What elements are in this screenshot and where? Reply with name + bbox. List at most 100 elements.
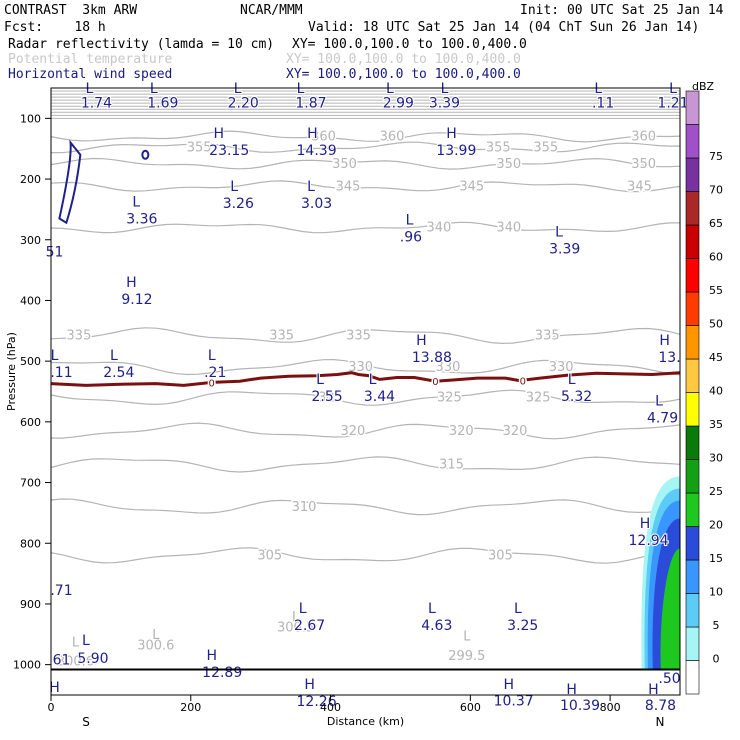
colorbar-label: 10 — [709, 586, 723, 599]
isentrope-355 — [50, 141, 680, 154]
isentrope-label: 335 — [535, 329, 560, 344]
isentrope-label: 355 — [187, 140, 212, 155]
colorbar-swatch — [685, 258, 700, 293]
colorbar-label: 25 — [709, 485, 723, 498]
wind-speed-label: 13.88 — [412, 350, 452, 366]
y-tick-label: 400 — [20, 294, 41, 307]
colorbar-swatch — [685, 291, 700, 326]
wind-speed-label: H — [416, 333, 427, 349]
wind-speed-label: L — [307, 179, 315, 195]
colorbar-swatch — [685, 191, 700, 226]
wind-speed-label: H — [446, 126, 457, 142]
wind-speed-label: L — [82, 633, 90, 649]
colorbar-label: 35 — [709, 418, 723, 431]
isentrope-label: 355 — [533, 140, 558, 155]
isentrope-label: 335 — [346, 329, 371, 344]
isentrope-label: 335 — [269, 329, 294, 344]
x-tick-label: 800 — [600, 701, 621, 714]
wind-speed-label: 3.44 — [364, 389, 395, 405]
wind-speed-label: 3.36 — [126, 211, 157, 227]
wind-speed-label: L — [51, 348, 59, 364]
surface-theta-label: 300.6 — [57, 654, 94, 669]
wind-speed-label: L — [297, 81, 305, 97]
isentrope-335 — [50, 327, 681, 345]
colorbar-label: 60 — [709, 251, 723, 264]
wind-speed-label: L — [655, 393, 663, 409]
wind-speed-label: 12.26 — [297, 694, 337, 710]
wind-speed-label: 3.39 — [549, 242, 580, 258]
isentrope-345 — [50, 180, 681, 193]
colorbar-swatch — [685, 660, 700, 695]
wind-speed-label: L — [406, 213, 414, 229]
y-tick-label: 300 — [20, 234, 41, 247]
wind-speed-label: L — [428, 601, 436, 617]
wind-speed-label: 10.39 — [560, 698, 600, 714]
field1-xy: XY= 100.0,100.0 to 100.0,400.0 — [292, 37, 527, 52]
colorbar-swatch — [685, 325, 700, 360]
freezing-level-label: 0 — [432, 377, 438, 388]
colorbar-swatch — [685, 593, 700, 628]
wind-speed-label: L — [299, 601, 307, 617]
isentrope-label: 325 — [318, 391, 343, 406]
freezing-level-line — [50, 371, 681, 387]
isentrope-325 — [50, 389, 681, 406]
colorbar-swatch — [685, 492, 700, 527]
freezing-level-label: 0 — [209, 378, 215, 389]
isentrope-label: 350 — [332, 157, 357, 172]
colorbar-label: 45 — [709, 351, 723, 364]
valid-time: Valid: 18 UTC Sat 25 Jan 14 (04 ChT Sun … — [308, 20, 700, 35]
wind-speed-label: 4.63 — [421, 618, 452, 634]
wind-speed-label: L — [110, 348, 118, 364]
wind-speed-label: L — [316, 372, 324, 388]
surface-theta-label: L — [152, 628, 160, 643]
x-axis-label: Distance (km) — [327, 715, 404, 728]
isentrope-label: 325 — [526, 391, 551, 406]
wind-speed-label: 5.32 — [561, 389, 592, 405]
reflectivity-area — [660, 548, 680, 670]
wind-speed-label: H — [304, 677, 315, 693]
colorbar-swatch — [685, 124, 700, 159]
y-tick-label: 600 — [20, 416, 41, 429]
wind-speed-label: 3.26 — [223, 196, 254, 212]
wind-speed-label: 13.99 — [436, 143, 476, 159]
wind-speed-label: L — [386, 81, 394, 97]
isentrope-label: 355 — [486, 140, 511, 155]
wind-speed-label: .71 — [50, 583, 72, 599]
isentrope-320 — [50, 422, 681, 440]
forecast-hour: Fcst: 18 h — [4, 20, 106, 35]
wind-speed-label: 2.54 — [103, 365, 134, 381]
wind-speed-label: 8.78 — [645, 698, 676, 714]
field3-name: Horizontal wind speed — [8, 67, 173, 82]
wind-speed-label: 2.99 — [383, 95, 414, 111]
isentrope-label: 315 — [439, 457, 464, 472]
model-title: CONTRAST 3km ARW — [4, 3, 138, 18]
isentrope-label: 360 — [311, 130, 336, 145]
colorbar-swatch — [685, 224, 700, 259]
isentrope-label: 335 — [67, 329, 92, 344]
wind-speed-label: L — [669, 81, 677, 97]
wind-speed-label: 5.90 — [77, 651, 108, 667]
x-tick-label: 400 — [320, 701, 341, 714]
colorbar-swatch — [685, 157, 700, 192]
wind-speed-label: 51 — [46, 245, 64, 261]
x-tick-label: 0 — [48, 701, 55, 714]
colorbar-label: 70 — [709, 184, 723, 197]
colorbar-swatch — [685, 425, 700, 460]
colorbar-label: 75 — [709, 150, 723, 163]
colorbar-label: 55 — [709, 284, 723, 297]
isentrope-label: 340 — [426, 221, 451, 236]
colorbar-label: 65 — [709, 217, 723, 230]
wind-speed-label: 1.69 — [147, 95, 178, 111]
wind-speed-label: L — [369, 372, 377, 388]
wind-speed-label: L — [441, 81, 449, 97]
wind-speed-label: .50 — [658, 671, 680, 687]
isentrope-310 — [50, 498, 681, 516]
wind-speed-label: 12.94 — [629, 533, 669, 549]
wind-speed-label: 2.20 — [228, 95, 259, 111]
wind-contour — [58, 139, 82, 225]
wind-speed-label: 61 — [53, 653, 71, 669]
wind-speed-label: .11 — [50, 365, 72, 381]
init-time: Init: 00 UTC Sat 25 Jan 14 — [520, 3, 724, 18]
isentrope-label: 345 — [627, 179, 652, 194]
